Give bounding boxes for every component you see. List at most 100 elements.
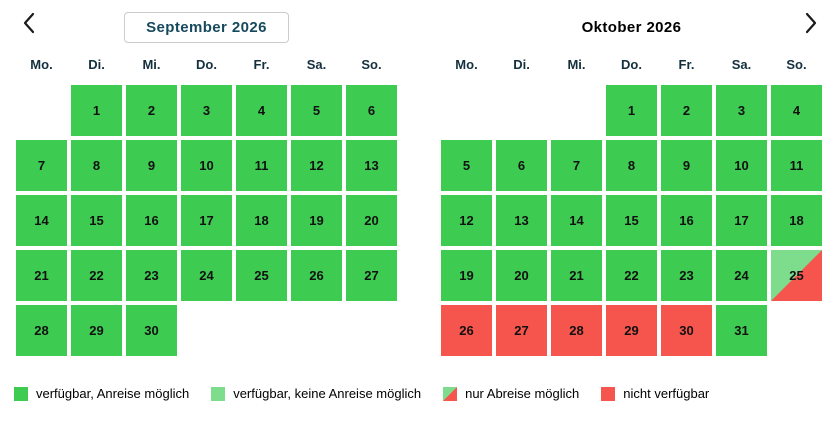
- day-cell-4[interactable]: 4: [771, 85, 822, 136]
- empty-cell: [16, 85, 67, 136]
- legend-swatch-departure_only: [443, 386, 458, 401]
- day-cell-11[interactable]: 11: [236, 140, 287, 191]
- weekday-label: Mi.: [567, 57, 586, 72]
- prev-month-button[interactable]: [16, 9, 42, 37]
- weekday-label: Di.: [513, 57, 530, 72]
- day-cell-19[interactable]: 19: [441, 250, 492, 301]
- day-cell-16[interactable]: 16: [661, 195, 712, 246]
- day-cell-28[interactable]: 28: [16, 305, 67, 356]
- legend-swatch-unavailable: [601, 386, 616, 401]
- day-cell-12[interactable]: 12: [291, 140, 342, 191]
- day-cell-24[interactable]: 24: [716, 250, 767, 301]
- legend-item-available: verfügbar, Anreise möglich: [14, 386, 189, 401]
- day-cell-5[interactable]: 5: [291, 85, 342, 136]
- legend-label: verfügbar, Anreise möglich: [36, 386, 190, 401]
- day-cell-8[interactable]: 8: [606, 140, 657, 191]
- day-cell-26[interactable]: 26: [441, 305, 492, 356]
- day-cell-23[interactable]: 23: [126, 250, 177, 301]
- day-cell-7[interactable]: 7: [16, 140, 67, 191]
- day-cell-7[interactable]: 7: [551, 140, 602, 191]
- day-cell-6[interactable]: 6: [496, 140, 547, 191]
- day-cell-27[interactable]: 27: [496, 305, 547, 356]
- empty-cell: [496, 85, 547, 136]
- legend-label: nicht verfügbar: [623, 386, 710, 401]
- day-cell-9[interactable]: 9: [126, 140, 177, 191]
- day-cell-13[interactable]: 13: [496, 195, 547, 246]
- day-cell-1[interactable]: 1: [71, 85, 122, 136]
- day-cell-19[interactable]: 19: [291, 195, 342, 246]
- day-cell-20[interactable]: 20: [346, 195, 397, 246]
- day-cell-28[interactable]: 28: [551, 305, 602, 356]
- month-title-row: September 2026: [16, 11, 397, 43]
- day-cell-15[interactable]: 15: [71, 195, 122, 246]
- weekday-label: So.: [786, 57, 807, 72]
- weekday-label: Do.: [621, 57, 642, 72]
- legend-item-unavailable: nicht verfügbar: [601, 386, 709, 401]
- day-cell-13[interactable]: 13: [346, 140, 397, 191]
- month-title: Oktober 2026: [581, 18, 682, 36]
- day-cell-1[interactable]: 1: [606, 85, 657, 136]
- day-cell-21[interactable]: 21: [16, 250, 67, 301]
- day-cell-16[interactable]: 16: [126, 195, 177, 246]
- day-cell-15[interactable]: 15: [606, 195, 657, 246]
- day-cell-30[interactable]: 30: [661, 305, 712, 356]
- day-cell-5[interactable]: 5: [441, 140, 492, 191]
- day-cell-4[interactable]: 4: [236, 85, 287, 136]
- legend-swatch-available: [14, 386, 28, 401]
- weekday-label: Sa.: [306, 57, 327, 72]
- day-cell-11[interactable]: 11: [771, 140, 822, 191]
- day-cell-3[interactable]: 3: [181, 85, 232, 136]
- day-cell-22[interactable]: 22: [71, 250, 122, 301]
- day-cell-30[interactable]: 30: [126, 305, 177, 356]
- weekday-label: Fr.: [678, 57, 695, 72]
- legend-label: nur Abreise möglich: [465, 386, 580, 401]
- day-cell-18[interactable]: 18: [771, 195, 822, 246]
- day-cell-25[interactable]: 25: [236, 250, 287, 301]
- day-cell-10[interactable]: 10: [716, 140, 767, 191]
- chevron-right-icon: [805, 12, 817, 34]
- day-cell-22[interactable]: 22: [606, 250, 657, 301]
- day-cell-29[interactable]: 29: [71, 305, 122, 356]
- empty-cell: [441, 85, 492, 136]
- weekday-label: Mo.: [455, 57, 478, 72]
- weekday-label: Mo.: [30, 57, 53, 72]
- weekday-label: Di.: [88, 57, 105, 72]
- day-cell-2[interactable]: 2: [126, 85, 177, 136]
- day-cell-31[interactable]: 31: [716, 305, 767, 356]
- day-cell-17[interactable]: 17: [716, 195, 767, 246]
- day-cell-10[interactable]: 10: [181, 140, 232, 191]
- day-cell-14[interactable]: 14: [551, 195, 602, 246]
- day-cell-21[interactable]: 21: [551, 250, 602, 301]
- day-cell-2[interactable]: 2: [661, 85, 712, 136]
- day-grid: 1 2 3 4 5 6 7 8 9 10 11 12 13 14 15 16 17 18 19 20 21 22 23 24 2…: [441, 85, 822, 356]
- next-month-button[interactable]: [798, 9, 824, 37]
- day-cell-18[interactable]: 18: [236, 195, 287, 246]
- day-cell-26[interactable]: 26: [291, 250, 342, 301]
- day-cell-12[interactable]: 12: [441, 195, 492, 246]
- day-cell-23[interactable]: 23: [661, 250, 712, 301]
- day-cell-25[interactable]: 25: [771, 250, 822, 301]
- months-container: September 2026 Mo. Di. Mi. Do. Fr. Sa. So. 1 2 3 4 5…: [16, 0, 822, 356]
- month-title-row: Oktober 2026: [441, 11, 822, 43]
- day-cell-17[interactable]: 17: [181, 195, 232, 246]
- day-cell-29[interactable]: 29: [606, 305, 657, 356]
- legend-swatch-no_arrival: [211, 386, 226, 401]
- day-cell-3[interactable]: 3: [716, 85, 767, 136]
- weekday-label: Do.: [196, 57, 217, 72]
- empty-cell: [551, 85, 602, 136]
- day-cell-9[interactable]: 9: [661, 140, 712, 191]
- day-cell-6[interactable]: 6: [346, 85, 397, 136]
- day-cell-20[interactable]: 20: [496, 250, 547, 301]
- weekday-header: Mo. Di. Mi. Do. Fr. Sa. So.: [441, 57, 822, 72]
- day-cell-27[interactable]: 27: [346, 250, 397, 301]
- chevron-left-icon: [23, 12, 35, 34]
- day-cell-8[interactable]: 8: [71, 140, 122, 191]
- day-cell-14[interactable]: 14: [16, 195, 67, 246]
- legend-item-departure_only: nur Abreise möglich: [443, 386, 579, 401]
- month-title: September 2026: [124, 11, 289, 43]
- weekday-label: Fr.: [253, 57, 270, 72]
- month-panel-1: Oktober 2026 Mo. Di. Mi. Do. Fr. Sa. So. 1 2 3 4 5 6 7…: [441, 0, 822, 356]
- weekday-header: Mo. Di. Mi. Do. Fr. Sa. So.: [16, 57, 397, 72]
- day-cell-24[interactable]: 24: [181, 250, 232, 301]
